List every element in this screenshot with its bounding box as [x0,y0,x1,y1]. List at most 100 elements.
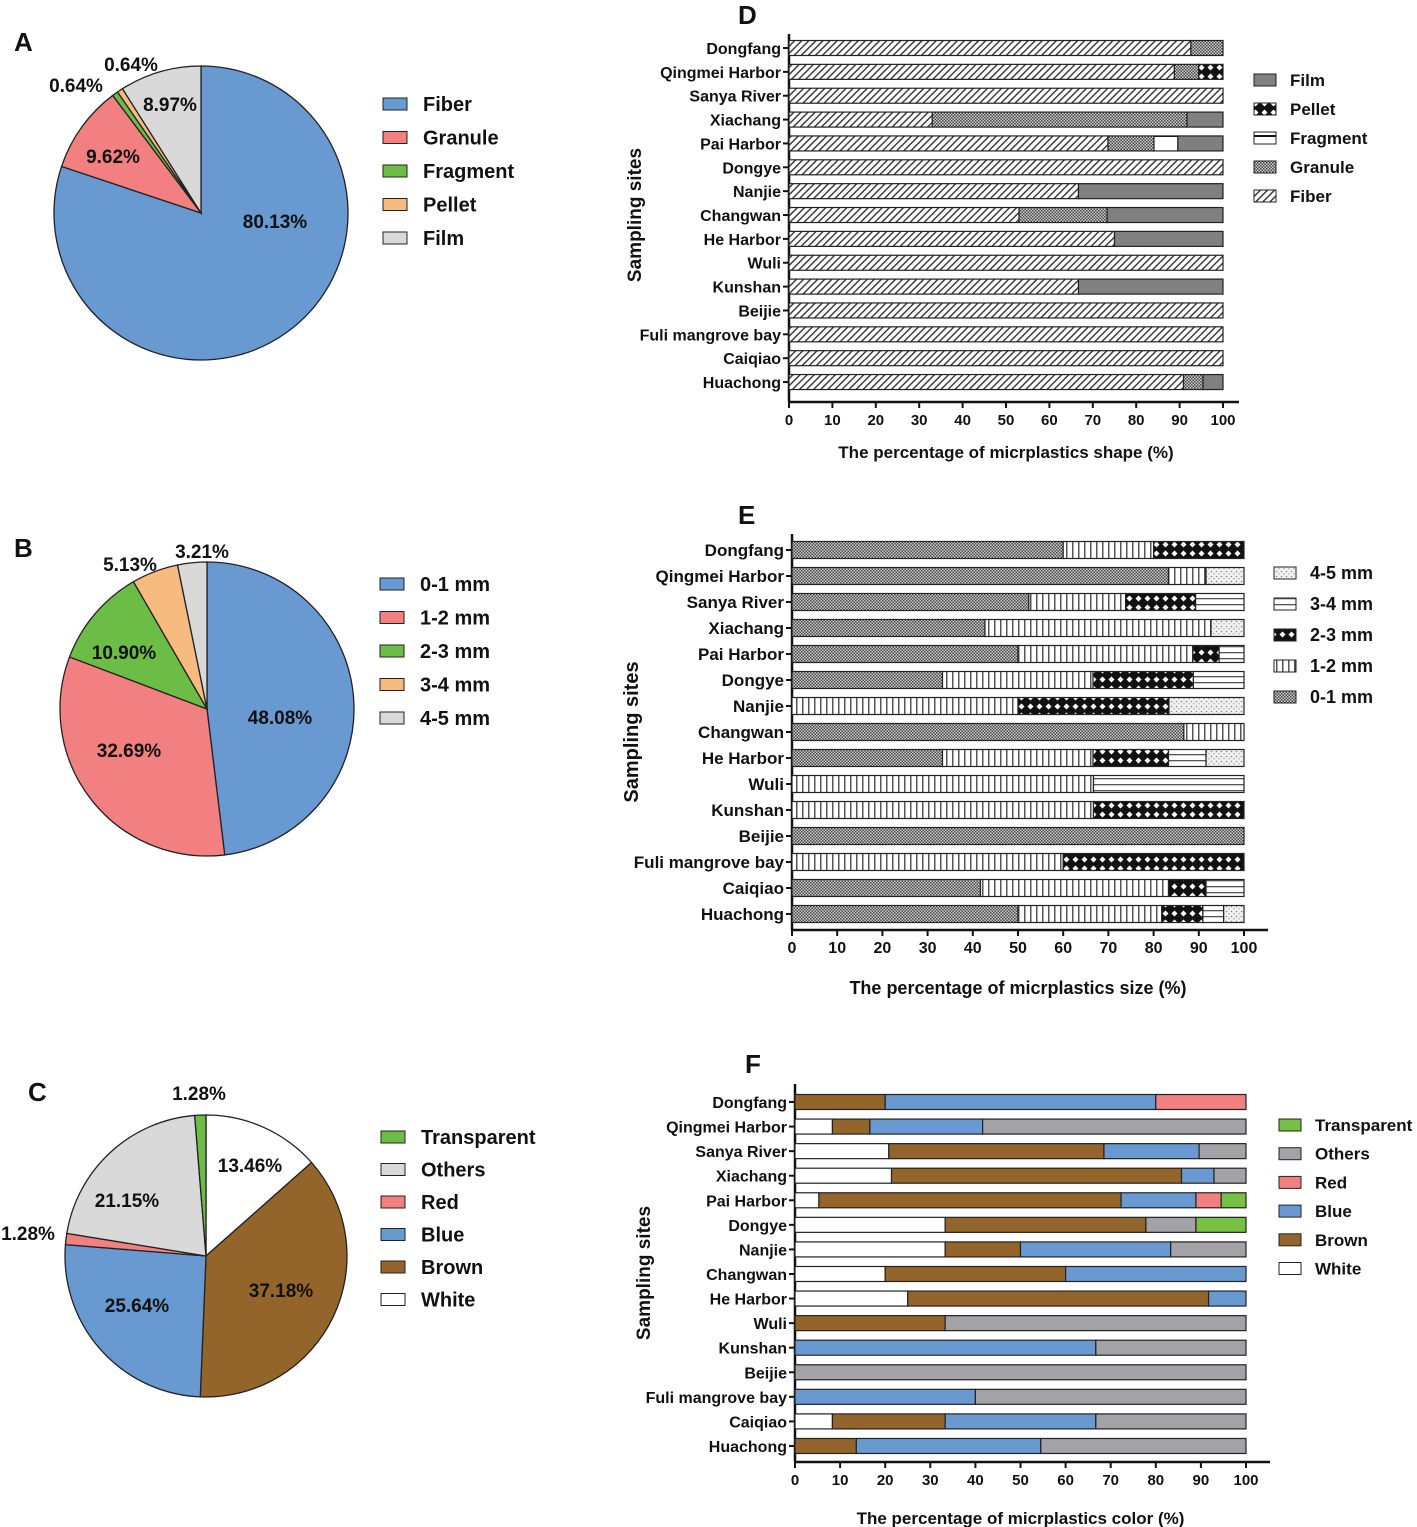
bar-segment-wuli-brown [794,1315,946,1332]
legend-label-film: Film [1290,71,1325,90]
bar-segment-sanya-river-3-4-mm [1195,592,1245,612]
x-tick-label: 10 [828,940,846,957]
bar-segment-xiachang-0-1-mm [791,618,986,638]
bar-segment-wuli-others [944,1315,1247,1332]
y-tick-label-nanjie: Nanjie [733,184,781,201]
y-tick-label-qingmei-harbor: Qingmei Harbor [656,567,785,586]
y-tick-label-huachong: Huachong [701,905,784,924]
legend-label-blue: Blue [421,1225,464,1247]
legend-swatch-fiber [382,97,408,111]
bar-segment-nanjie-brown [944,1241,1022,1258]
legend-label-pellet: Pellet [423,195,477,217]
pie-value-label-fiber: 80.13% [243,212,308,233]
y-tick-label-xiachang: Xiachang [708,619,784,638]
pie-value-label-1-2-mm: 32.69% [97,741,162,762]
bar-segment-changwan-blue [1064,1265,1247,1283]
bar-segment-pai-harbor-0-1-mm [791,644,1019,664]
legend-swatch-film [1253,73,1277,87]
y-tick-label-pai-harbor: Pai Harbor [700,136,781,153]
legend-label-fragment: Fragment [423,161,514,183]
bar-segment-changwan-white [794,1265,886,1283]
pie-value-label-others: 21.15% [95,1191,160,1212]
bar-segment-dongye-white [794,1216,946,1233]
pie-slice-1-2-mm [59,656,226,857]
bar-segment-huachong-0-1-mm [791,904,1019,924]
x-tick-label: 90 [1171,412,1188,429]
bar-segment-sanya-river-fiber [788,87,1224,104]
bar-segment-sanya-river-1-2-mm [1028,592,1127,612]
pie-value-label-granule: 9.62% [86,147,140,168]
x-tick-label: 70 [1084,412,1101,429]
bar-segment-he-harbor-film [1113,230,1224,247]
y-tick-label-qingmei-harbor: Qingmei Harbor [660,65,781,82]
y-tick-label-caiqiao: Caiqiao [729,1414,787,1431]
y-tick-label-nanjie: Nanjie [739,1242,787,1259]
bar-segment-huachong-film [1202,373,1224,391]
bar-segment-nanjie-1-2-mm [791,696,1019,716]
bar-segment-caiqiao-white [794,1413,834,1430]
legend-label-transparent: Transparent [421,1127,536,1149]
legend-label-white: White [421,1290,475,1312]
legend-swatch-pellet [382,198,408,211]
bar-segment-sanya-river-blue [1103,1143,1200,1160]
y-tick-label-huachong: Huachong [709,1439,787,1456]
y-tick-label-wuli: Wuli [754,1316,787,1333]
bar-segment-huachong-1-2-mm [1017,904,1163,924]
legend-swatch-transparent [380,1130,406,1144]
legend-label-brown: Brown [1315,1231,1368,1250]
bar-segment-pai-harbor-transparent [1220,1192,1247,1209]
legend-swatch-1-2-mm [1273,659,1297,673]
bar-segment-pai-harbor-fiber [788,135,1109,152]
pie-value-label-2-3-mm: 10.90% [92,643,157,664]
bar-segment-pai-harbor-film [1177,135,1224,152]
bar-segment-kunshan-2-3-mm [1092,800,1245,820]
bar-segment-sanya-river-others [1198,1143,1247,1160]
bar-segment-kunshan-others [1095,1339,1247,1356]
legend-label-blue: Blue [1315,1202,1352,1221]
x-tick-label: 40 [967,1472,984,1489]
legend-label-fiber: Fiber [423,94,472,116]
legend-label-others: Others [1315,1145,1370,1164]
bar-segment-caiqiao-blue [944,1413,1097,1430]
bar-segment-caiqiao-others [1095,1413,1247,1430]
bar-segment-fuli-mangrove-bay-fiber [788,326,1224,343]
bar-segment-dongfang-granule [1190,39,1224,57]
pie-value-label-red: 1.28% [1,1224,55,1245]
pie-slice-film [121,65,202,216]
y-tick-label-wuli: Wuli [748,775,784,794]
y-tick-label-kunshan: Kunshan [713,280,781,297]
bar-segment-nanjie-2-3-mm [1017,696,1170,716]
y-tick-label-dongfang: Dongfang [705,541,784,560]
pie-slice-blue [64,1243,207,1398]
legend-label-fiber: Fiber [1290,187,1332,206]
bar-segment-huachong-blue [855,1437,1042,1455]
x-tick-label: 30 [922,1472,939,1489]
bar-segment-sanya-river-0-1-mm [791,592,1030,612]
x-tick-label: 60 [1041,412,1058,429]
y-tick-label-dongye: Dongye [728,1218,787,1235]
legend-label-film: Film [423,228,464,250]
bar-segment-huachong-2-3-mm [1161,904,1204,924]
y-tick-label-he-harbor: He Harbor [702,749,785,768]
bar-segment-fuli-mangrove-bay-others [974,1388,1247,1405]
legend-label-0-1-mm: 0-1 mm [1310,687,1373,707]
y-tick-label-dongfang: Dongfang [706,41,781,58]
bar-segment-pai-harbor-1-2-mm [1017,644,1194,664]
legend-label-granule: Granule [423,128,499,150]
bar-segment-changwan-brown [884,1265,1067,1283]
x-tick-label: 0 [791,1472,799,1489]
bar-segment-caiqiao-fiber [788,350,1224,367]
x-tick-label: 10 [824,412,841,429]
bar-segment-pai-harbor-fragment [1153,135,1179,152]
legend-swatch-0-1-mm [379,577,405,591]
x-tick-label: 100 [1231,940,1258,957]
x-tick-label: 90 [1193,1472,1210,1489]
x-tick-label: 70 [1102,1472,1119,1489]
legend-label-red: Red [1315,1173,1347,1192]
y-tick-label-kunshan: Kunshan [719,1341,787,1358]
legend-swatch-2-3-mm [1273,628,1297,642]
bar-segment-qingmei-harbor-fiber [788,63,1175,80]
x-tick-label: 80 [1145,940,1163,957]
legend-swatch-fiber [1253,189,1277,203]
